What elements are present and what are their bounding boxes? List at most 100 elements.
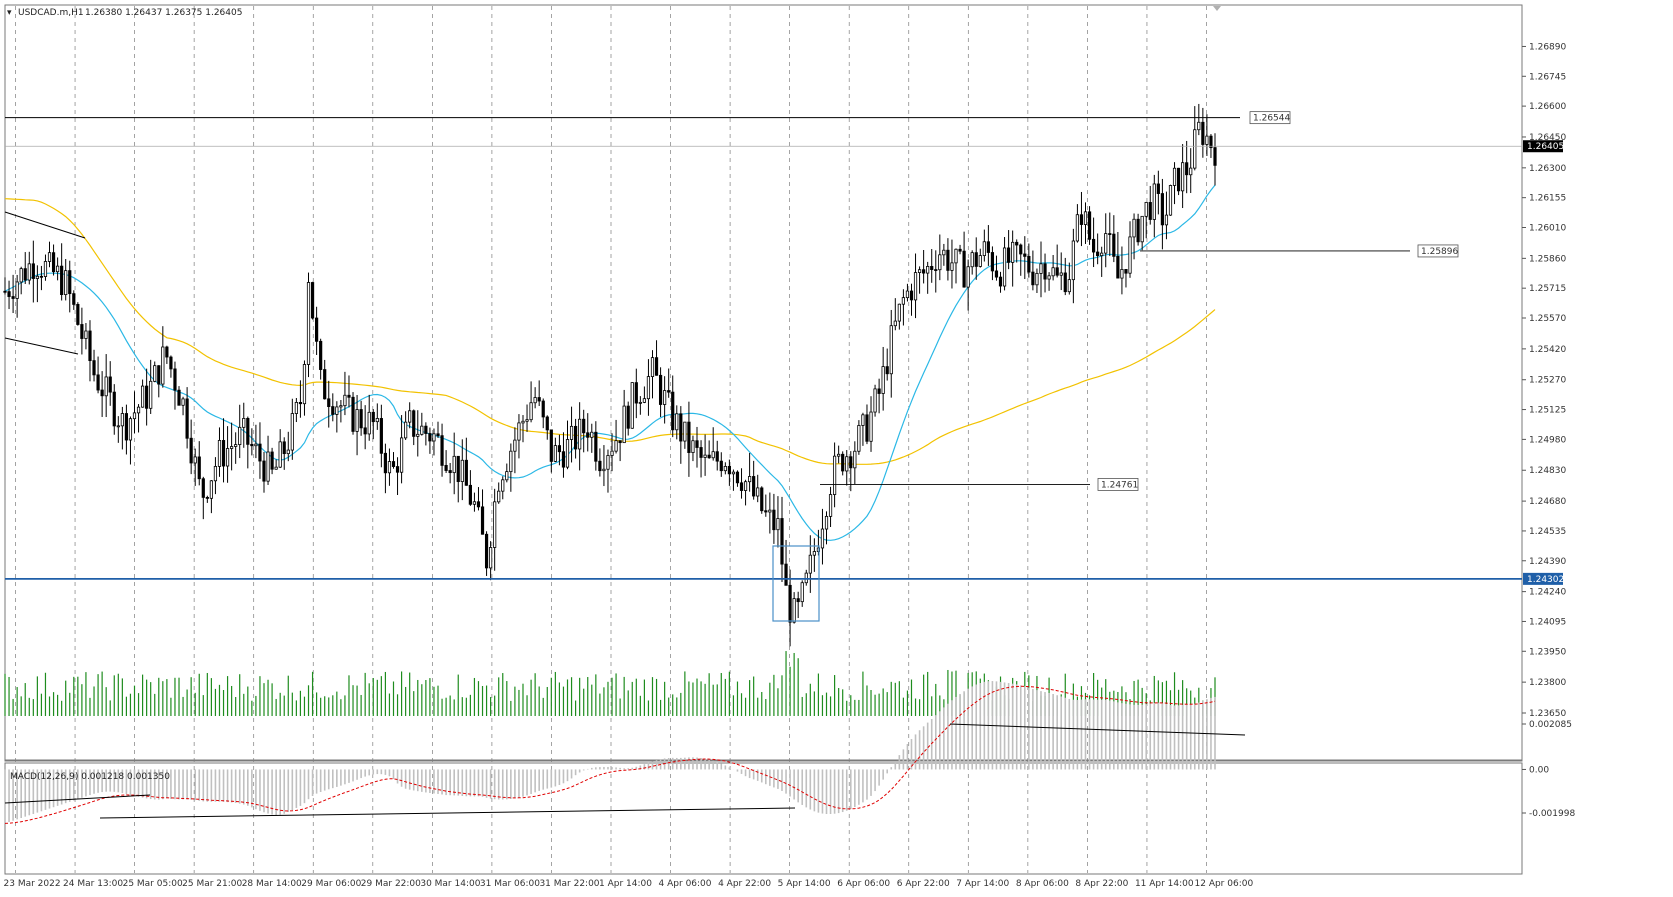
candle-body (460, 459, 464, 482)
candle-body (529, 402, 533, 421)
candle-body (201, 478, 205, 498)
time-tick-label: 31 Mar 06:00 (480, 879, 540, 889)
macd-signal-line (4, 685, 1216, 824)
macd-tick-label: -0.001998 (1529, 809, 1575, 819)
price-tick-label: 1.25270 (1529, 376, 1566, 386)
candle-body (654, 357, 659, 376)
candle-body (27, 263, 31, 281)
macd-trendline-top (949, 723, 1246, 736)
candle-body (517, 422, 521, 441)
price-tick-label: 1.24390 (1529, 557, 1566, 567)
chevron-down-icon[interactable]: ▾ (7, 8, 12, 18)
candle-body (760, 487, 764, 512)
candle-body (1031, 271, 1035, 286)
candle-body (990, 252, 995, 272)
candle-body (225, 448, 230, 467)
candle-body (958, 248, 962, 252)
candle-body (521, 420, 525, 424)
candle-body (897, 303, 901, 322)
candle-body (104, 376, 108, 397)
candle-body (124, 413, 129, 441)
time-tick-label: 6 Apr 22:00 (897, 879, 950, 889)
price-tick-label: 1.26450 (1529, 133, 1566, 143)
candle-body (270, 451, 274, 470)
candle-body (3, 290, 7, 293)
price-tick-label: 1.26600 (1529, 102, 1566, 112)
candle-body (837, 453, 841, 457)
candle-body (586, 432, 590, 438)
candle-body (173, 368, 177, 391)
candle-body (565, 439, 570, 468)
candle-body (100, 389, 104, 397)
candle-body (15, 281, 19, 299)
candle-body (387, 461, 392, 474)
time-tick-label: 1 Apr 14:00 (599, 879, 652, 889)
price-tick-label: 1.26745 (1529, 72, 1566, 82)
candle-body (796, 598, 800, 603)
candle-body (404, 421, 408, 439)
candle-body (315, 317, 319, 342)
candle-body (889, 325, 893, 375)
horizontal-levels[interactable]: 1.26544 1.25896 1.24761 1.24302 1.26405 (4, 6, 1564, 585)
candle-body (1087, 211, 1092, 240)
candle-body (436, 433, 440, 437)
macd-axis: 0.002085 0.00 -0.001998 (1522, 720, 1575, 819)
candle-body (149, 380, 153, 409)
candle-body (986, 241, 990, 253)
candle-body (776, 518, 780, 531)
candle-body (1019, 244, 1023, 255)
symbol-label: USDCAD.m,H1 (18, 8, 84, 18)
time-tick-label: 29 Mar 22:00 (361, 879, 421, 889)
candle-body (302, 364, 307, 405)
candle-body (153, 365, 157, 382)
candle-body (1160, 193, 1164, 226)
candle-body (432, 433, 436, 442)
candle-body (132, 412, 137, 420)
candle-body (1120, 269, 1124, 279)
candlesticks (3, 103, 1217, 647)
candle-body (23, 268, 27, 281)
macd-trendline-left (4, 794, 151, 804)
candle-body (452, 455, 456, 474)
candle-body (966, 266, 970, 288)
candle-body (909, 290, 914, 301)
candle-body (1176, 167, 1181, 192)
candle-body (217, 440, 222, 467)
candle-body (399, 437, 404, 473)
price-tick-label: 1.23800 (1529, 678, 1566, 688)
candle-body (832, 455, 837, 495)
candle-body (626, 405, 630, 429)
candle-body (634, 382, 638, 404)
candle-body (974, 252, 978, 267)
candle-body (877, 388, 881, 394)
candle-body (1144, 202, 1148, 217)
candle-body (444, 464, 448, 471)
price-tick-label: 1.25715 (1529, 284, 1566, 294)
highlight-box[interactable] (772, 545, 820, 622)
candle-body (335, 406, 339, 415)
candle-body (1128, 236, 1132, 274)
candle-body (998, 276, 1003, 287)
candle-body (416, 433, 420, 437)
candle-body (1075, 214, 1080, 242)
candle-body (893, 320, 897, 327)
macd-pane-frame (4, 762, 1523, 875)
candle-body (845, 456, 849, 472)
price-axis: 1.26890 1.26745 1.26600 1.26450 1.26300 1.261… (1522, 42, 1566, 719)
candle-body (752, 476, 756, 497)
candle-body (1124, 269, 1128, 274)
candle-body (663, 390, 667, 405)
candle-body (1011, 241, 1015, 263)
candle-body (420, 425, 424, 435)
candle-body (440, 435, 444, 466)
candle-body (1140, 215, 1144, 243)
candle-body (1136, 218, 1140, 243)
candle-body (76, 303, 80, 325)
candle-body (242, 418, 246, 428)
time-tick-label: 6 Apr 06:00 (837, 879, 890, 889)
candle-body (1100, 252, 1104, 257)
candle-body (768, 509, 772, 513)
candle-body (1197, 121, 1201, 131)
time-tick-label: 8 Apr 06:00 (1016, 879, 1069, 889)
